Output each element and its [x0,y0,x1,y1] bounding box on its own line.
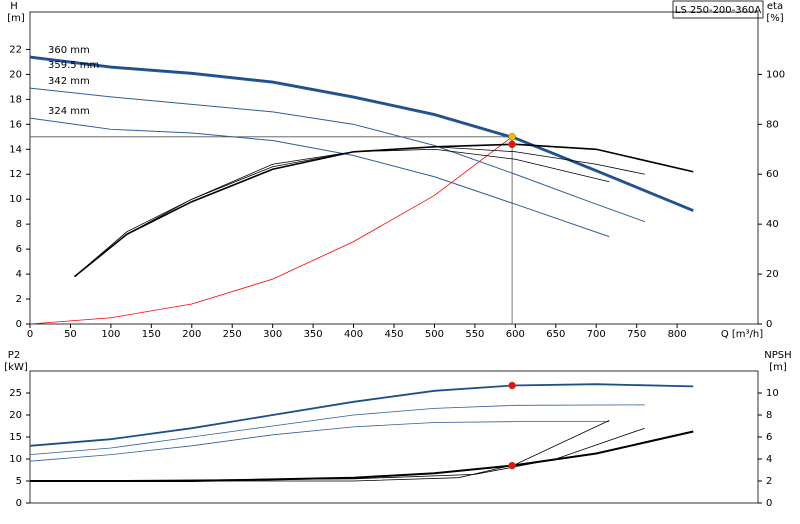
y-tick-label: 15 [9,432,22,443]
chart-title: LS 250-200-360A [675,5,762,16]
y-tick-label: 25 [9,388,22,399]
y2-tick-label: 40 [766,219,779,230]
y-axis-unit: [m] [7,13,25,24]
series-line [29,117,610,238]
y2-tick-label: 20 [766,269,779,280]
y-tick-label: 20 [9,69,22,80]
x-tick-label: 750 [627,329,646,340]
y2-tick-label: 80 [766,119,779,130]
y-tick-label: 20 [9,410,22,421]
y2-tick-label: 8 [766,410,772,421]
series-line [30,420,610,482]
y-tick-label: 2 [16,294,22,305]
operating-point [508,381,516,390]
x-tick-label: 50 [64,329,77,340]
series-line [29,55,694,212]
y2-tick-label: 0 [766,498,772,509]
x-tick-label: 500 [425,329,444,340]
y2-axis-unit: [m] [769,362,787,373]
operating-point [508,140,516,149]
series-line [74,148,610,277]
y2-axis-label: eta [767,1,783,12]
x-tick-label: 100 [101,329,120,340]
operating-point [508,461,516,470]
curve-label: 342 mm [48,76,90,87]
x-tick-label: 700 [587,329,606,340]
y-tick-label: 22 [9,44,22,55]
y-tick-label: 6 [16,244,22,255]
series-line [29,57,694,213]
x-tick-label: 350 [304,329,323,340]
y-tick-label: 0 [16,498,22,509]
plot-frame [29,370,759,504]
plot-frame [29,11,759,325]
y-tick-label: 4 [16,269,22,280]
y2-axis-unit: [%] [766,13,783,24]
x-tick-label: 250 [223,329,242,340]
y-axis-label: P2 [8,350,20,361]
y-tick-label: 18 [9,94,22,105]
y-tick-label: 10 [9,194,22,205]
y2-tick-label: 6 [766,432,772,443]
y-tick-label: 10 [9,454,22,465]
curve-label: 360 mm [48,45,90,56]
y2-tick-label: 0 [766,319,772,330]
x-tick-label: 550 [465,329,484,340]
y2-tick-label: 60 [766,169,779,180]
series-line [29,136,513,325]
curve-label: 324 mm [48,106,90,117]
y-tick-label: 12 [9,169,22,180]
y2-axis-label: NPSH [764,350,791,361]
series-line [29,87,645,223]
y2-tick-label: 4 [766,454,772,465]
y2-tick-label: 2 [766,476,772,487]
x-tick-label: 0 [27,329,33,340]
y-axis-label: H [10,1,18,12]
series-line [74,146,645,277]
series-line [29,421,610,462]
y-tick-label: 5 [16,476,22,487]
series-line [73,143,694,278]
y-axis-unit: [kW] [4,362,28,373]
series-line [30,430,694,482]
y-tick-label: 16 [9,119,22,130]
y-tick-label: 14 [9,144,22,155]
x-tick-label: 650 [546,329,565,340]
x-tick-label: 300 [263,329,282,340]
y-tick-label: 8 [16,219,22,230]
x-tick-label: 600 [506,329,525,340]
operating-point [508,133,516,141]
x-axis-label: Q [m³/h] [721,329,763,340]
curve-label: 359.5 mm [48,60,99,71]
series-line [29,427,645,482]
x-tick-label: 400 [344,329,363,340]
title-box [672,0,764,19]
x-tick-label: 450 [384,329,403,340]
y-tick-label: 0 [16,319,22,330]
x-tick-label: 800 [668,329,687,340]
x-tick-label: 200 [182,329,201,340]
series-line [29,383,694,447]
series-line [29,404,645,455]
y2-tick-label: 100 [766,69,785,80]
y2-tick-label: 10 [766,388,779,399]
x-tick-label: 150 [142,329,161,340]
